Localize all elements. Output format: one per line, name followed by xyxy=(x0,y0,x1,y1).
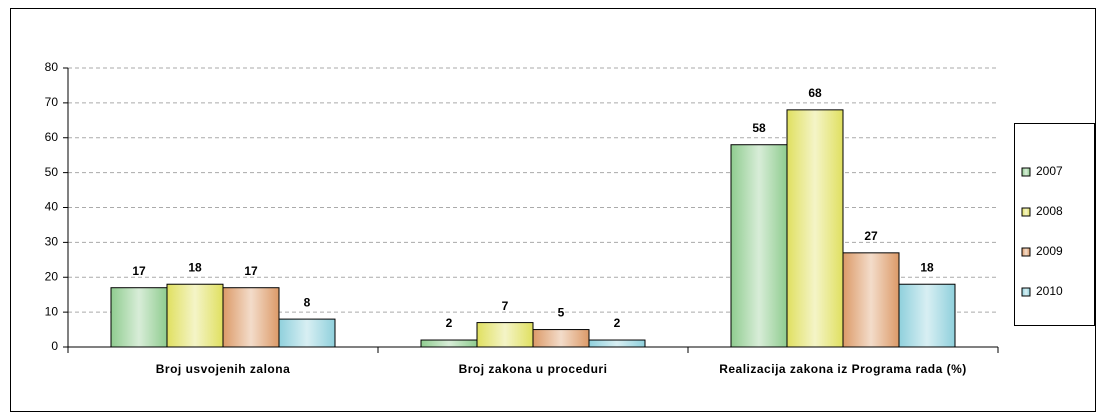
legend-label: 2010 xyxy=(1036,284,1063,298)
bar xyxy=(278,318,336,348)
bar xyxy=(476,322,534,348)
data-label: 17 xyxy=(244,264,258,278)
data-label: 58 xyxy=(752,121,766,135)
x-tick-label: Broj zakona u proceduri xyxy=(458,362,608,376)
data-label: 17 xyxy=(132,264,146,278)
legend-label: 2007 xyxy=(1036,164,1063,178)
data-label: 7 xyxy=(502,299,509,313)
legend-swatch xyxy=(1021,287,1031,297)
y-tick-label: 40 xyxy=(45,200,59,214)
y-tick-label: 0 xyxy=(51,339,58,353)
y-tick-label: 50 xyxy=(45,165,59,179)
data-label: 27 xyxy=(864,229,878,243)
data-label: 18 xyxy=(188,260,202,274)
bar xyxy=(898,283,956,348)
bar xyxy=(166,283,224,348)
y-tick-label: 70 xyxy=(45,95,59,109)
legend-swatch xyxy=(1021,207,1031,217)
chart-border xyxy=(10,8,1096,412)
y-tick-label: 20 xyxy=(45,269,59,283)
y-tick-label: 80 xyxy=(45,60,59,74)
bar xyxy=(842,252,900,348)
legend-label: 2009 xyxy=(1036,244,1063,258)
x-tick-label: Broj usvojenih zalona xyxy=(155,362,291,376)
y-tick-label: 60 xyxy=(45,130,59,144)
bar xyxy=(222,287,280,348)
data-label: 18 xyxy=(920,260,934,274)
legend-swatch xyxy=(1021,167,1031,177)
y-tick-label: 10 xyxy=(45,304,59,318)
bar xyxy=(110,287,168,348)
data-label: 2 xyxy=(614,316,621,330)
legend-swatch xyxy=(1021,247,1031,257)
bar xyxy=(420,339,478,348)
bar xyxy=(588,339,646,348)
legend-label: 2008 xyxy=(1036,204,1063,218)
bar xyxy=(532,329,590,348)
bar xyxy=(786,109,844,348)
data-label: 68 xyxy=(808,86,822,100)
y-tick-label: 30 xyxy=(45,235,59,249)
x-tick-label: Realizacija zakona iz Programa rada (%) xyxy=(719,362,967,376)
data-label: 8 xyxy=(304,295,311,309)
data-label: 5 xyxy=(558,306,565,320)
data-label: 2 xyxy=(446,316,453,330)
bar xyxy=(730,144,788,348)
